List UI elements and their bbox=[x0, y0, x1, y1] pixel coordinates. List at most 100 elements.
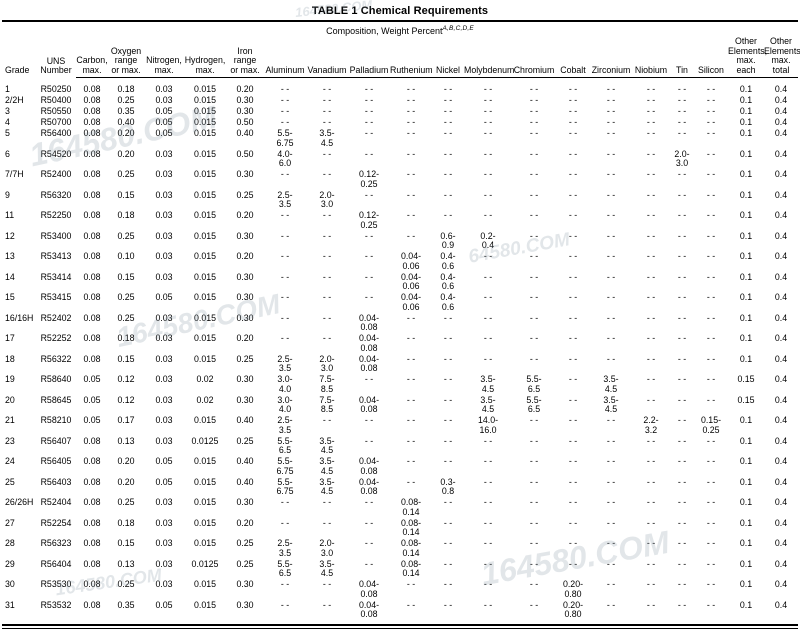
cell-grade: 31 bbox=[5, 599, 15, 610]
cell-niobium: - - bbox=[646, 95, 656, 106]
cell-iron: 0.25 bbox=[236, 435, 254, 446]
cell-other_elements_max_total: 0.4 bbox=[774, 599, 788, 610]
cell-hydrogen: 0.015 bbox=[193, 538, 216, 549]
table-row: 21 R58210 0.05 0.17 0.03 0.015 0.40 2.5- 3.5 - -… bbox=[2, 415, 798, 436]
cell-silicon: 0.15- 0.25 bbox=[700, 415, 722, 435]
cell-aluminum: - - bbox=[280, 497, 290, 508]
cell-ruthenium: - - bbox=[406, 333, 416, 344]
cell-niobium: - - bbox=[646, 353, 656, 364]
cell-molybdenum: 3.5- 4.5 bbox=[480, 374, 496, 394]
cell-uns_number: R56322 bbox=[40, 353, 72, 364]
cell-zirconium: - - bbox=[606, 230, 616, 241]
cell-carbon: 0.08 bbox=[83, 353, 101, 364]
cell-silicon: - - bbox=[706, 210, 716, 221]
cell-iron: 0.30 bbox=[236, 579, 254, 590]
cell-iron: 0.25 bbox=[236, 538, 254, 549]
cell-zirconium: 3.5- 4.5 bbox=[603, 374, 619, 394]
cell-grade: 7/7H bbox=[5, 169, 24, 180]
cell-oxygen: 0.13 bbox=[117, 435, 135, 446]
cell-other_elements_max_total: 0.4 bbox=[774, 435, 788, 446]
cell-molybdenum: - - bbox=[483, 148, 493, 159]
cell-zirconium: 3.5- 4.5 bbox=[603, 394, 619, 415]
cell-chromium: - - bbox=[529, 579, 539, 590]
cell-hydrogen: 0.015 bbox=[193, 230, 216, 241]
cell-uns_number: R53530 bbox=[40, 579, 72, 590]
cell-iron: 0.30 bbox=[236, 599, 254, 610]
cell-grade: 29 bbox=[5, 558, 15, 569]
cell-cobalt: - - bbox=[568, 106, 578, 117]
cell-ruthenium: - - bbox=[406, 476, 416, 487]
cell-tin: - - bbox=[677, 353, 687, 364]
cell-nickel: - - bbox=[443, 148, 453, 159]
cell-silicon: - - bbox=[706, 148, 716, 159]
cell-niobium: - - bbox=[646, 169, 656, 180]
cell-vanadium: 3.5- 4.5 bbox=[319, 456, 335, 476]
column-header-silicon: Silicon bbox=[694, 37, 728, 79]
cell-other_elements_max_total: 0.4 bbox=[774, 148, 788, 159]
cell-nickel: - - bbox=[443, 117, 453, 128]
cell-other_elements_max_total: 0.4 bbox=[774, 394, 788, 405]
cell-oxygen: 0.17 bbox=[117, 415, 135, 426]
cell-carbon: 0.08 bbox=[83, 497, 101, 508]
cell-nickel: - - bbox=[443, 312, 453, 323]
cell-other_elements_max_each: 0.1 bbox=[739, 84, 753, 95]
cell-other_elements_max_total: 0.4 bbox=[774, 169, 788, 180]
column-header-ruthenium: Ruthenium bbox=[390, 37, 433, 79]
cell-aluminum: 2.5- 3.5 bbox=[277, 353, 293, 374]
cell-zirconium: - - bbox=[606, 579, 616, 590]
cell-grade: 9 bbox=[5, 189, 10, 200]
cell-nitrogen: 0.03 bbox=[155, 169, 173, 180]
cell-carbon: 0.08 bbox=[83, 128, 101, 139]
table-row: 2/2H R50400 0.08 0.25 0.03 0.015 0.30 - - - - - -… bbox=[2, 95, 798, 106]
cell-carbon: 0.08 bbox=[83, 333, 101, 344]
cell-niobium: - - bbox=[646, 292, 656, 303]
cell-molybdenum: - - bbox=[483, 435, 493, 446]
cell-silicon: - - bbox=[706, 579, 716, 590]
cell-zirconium: - - bbox=[606, 169, 616, 180]
cell-ruthenium: - - bbox=[406, 148, 416, 159]
cell-niobium: - - bbox=[646, 84, 656, 95]
cell-other_elements_max_each: 0.1 bbox=[739, 117, 753, 128]
cell-silicon: - - bbox=[706, 95, 716, 106]
cell-nitrogen: 0.05 bbox=[155, 599, 173, 610]
cell-carbon: 0.08 bbox=[83, 169, 101, 180]
cell-ruthenium: 0.08- 0.14 bbox=[400, 517, 422, 538]
cell-iron: 0.30 bbox=[236, 497, 254, 508]
cell-other_elements_max_each: 0.1 bbox=[739, 599, 753, 610]
cell-other_elements_max_each: 0.1 bbox=[739, 128, 753, 139]
cell-carbon: 0.08 bbox=[83, 95, 101, 106]
cell-chromium: - - bbox=[529, 169, 539, 180]
cell-vanadium: - - bbox=[322, 169, 332, 180]
cell-tin: - - bbox=[677, 128, 687, 139]
cell-oxygen: 0.25 bbox=[117, 95, 135, 106]
cell-ruthenium: 0.04- 0.06 bbox=[400, 292, 422, 312]
cell-other_elements_max_total: 0.4 bbox=[774, 271, 788, 282]
cell-carbon: 0.08 bbox=[83, 312, 101, 323]
table-row: 11 R52250 0.08 0.18 0.03 0.015 0.20 - - - - 0.12-… bbox=[2, 210, 798, 231]
cell-iron: 0.25 bbox=[236, 353, 254, 364]
column-header-uns_number: UNS Number bbox=[40, 55, 72, 76]
cell-palladium: 0.04- 0.08 bbox=[358, 353, 380, 374]
cell-carbon: 0.08 bbox=[83, 117, 101, 128]
cell-grade: 13 bbox=[5, 251, 15, 262]
cell-aluminum: 5.5- 6.75 bbox=[276, 456, 294, 476]
table-row: 5 R56400 0.08 0.20 0.05 0.015 0.40 5.5- 6.75 3.5… bbox=[2, 128, 798, 149]
cell-uns_number: R53400 bbox=[40, 230, 72, 241]
chemical-requirements-table: Grade UNS Number Carbon, max. Oxygen range … bbox=[2, 36, 800, 620]
cell-iron: 0.25 bbox=[236, 189, 254, 200]
cell-palladium: 0.12- 0.25 bbox=[358, 210, 380, 230]
cell-niobium: - - bbox=[646, 210, 656, 221]
cell-hydrogen: 0.015 bbox=[193, 251, 216, 262]
cell-hydrogen: 0.015 bbox=[193, 333, 216, 344]
cell-molybdenum: - - bbox=[483, 579, 493, 590]
cell-hydrogen: 0.015 bbox=[193, 579, 216, 590]
cell-palladium: - - bbox=[364, 435, 374, 446]
cell-molybdenum: - - bbox=[483, 476, 493, 487]
cell-zirconium: - - bbox=[606, 292, 616, 303]
cell-tin: - - bbox=[677, 312, 687, 323]
cell-oxygen: 0.25 bbox=[117, 312, 135, 323]
cell-uns_number: R52400 bbox=[40, 169, 72, 180]
cell-palladium: - - bbox=[364, 230, 374, 241]
cell-niobium: - - bbox=[646, 456, 656, 467]
